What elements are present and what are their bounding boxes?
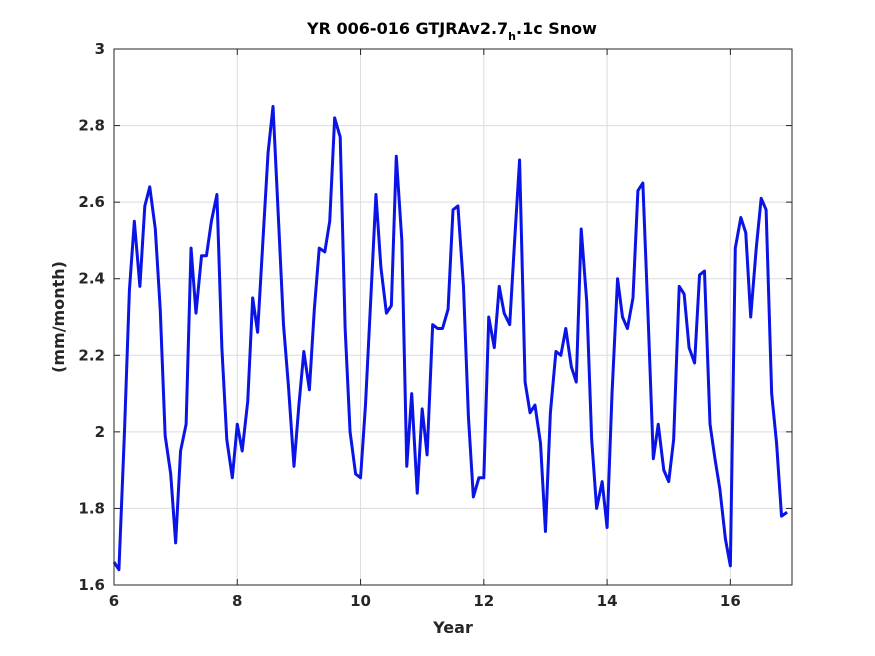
- x-tick-label: 10: [350, 592, 371, 610]
- x-axis-label: Year: [432, 618, 473, 637]
- x-tick-label: 16: [720, 592, 741, 610]
- chart-title-subscript: h: [508, 30, 516, 43]
- y-tick-label: 3: [95, 40, 105, 58]
- y-tick-label: 2.6: [78, 193, 105, 211]
- plot-area: [113, 48, 793, 586]
- y-tick-label: 2.8: [78, 117, 105, 135]
- chart-title-main: YR 006-016 GTJRAv2.7: [306, 19, 508, 38]
- y-tick-label: 2.2: [78, 346, 105, 364]
- y-tick-label: 2: [95, 423, 105, 441]
- x-tick-label: 14: [597, 592, 618, 610]
- y-tick-label: 1.6: [78, 576, 105, 594]
- x-tick-labels: 6 8 10 12 14 16: [109, 592, 741, 610]
- y-tick-label: 2.4: [78, 270, 105, 288]
- chart-title: YR 006-016 GTJRAv2.7h.1c Snow: [306, 19, 597, 43]
- data-points: [113, 106, 788, 570]
- x-tick-label: 8: [232, 592, 242, 610]
- x-tick-label: 12: [473, 592, 494, 610]
- chart-title-tail: .1c Snow: [516, 19, 597, 38]
- x-tick-label: 6: [109, 592, 119, 610]
- axes-frame: [113, 48, 793, 586]
- series-line: [112, 104, 788, 572]
- y-tick-labels: 1.6 1.8 2 2.2 2.4 2.6 2.8 3: [78, 40, 105, 594]
- y-axis-label: (mm/month): [49, 261, 68, 373]
- y-tick-label: 1.8: [78, 499, 105, 517]
